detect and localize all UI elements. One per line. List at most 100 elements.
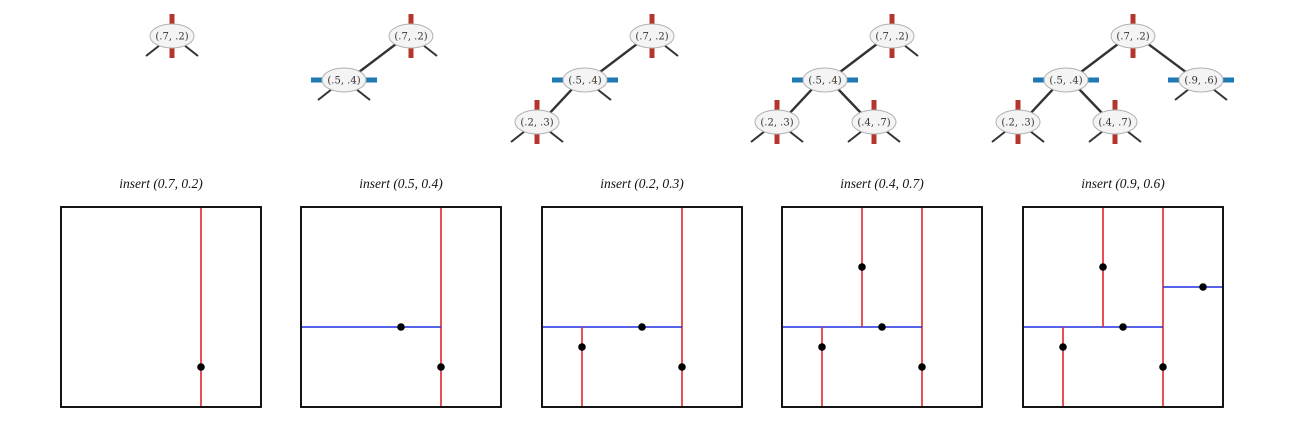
tree-node <box>321 67 367 93</box>
null-child-stub <box>145 44 161 57</box>
tree-edge <box>1027 85 1057 117</box>
tree-node <box>851 109 897 135</box>
tree-node-label: (.7, .2) <box>155 32 188 43</box>
insert-caption: insert (0.4, 0.7) <box>840 176 924 191</box>
square-border <box>300 206 502 408</box>
data-point <box>1159 363 1167 371</box>
tree-edge <box>1144 40 1190 76</box>
square-border-overlay <box>60 206 262 408</box>
kd-tree: (.7, .2) <box>145 14 199 58</box>
null-child-stub <box>663 44 679 57</box>
null-child-stub <box>183 44 199 57</box>
null-child-stub <box>788 130 804 143</box>
unit-square <box>1022 206 1224 408</box>
tree-node-label: (.2, .3) <box>520 118 553 129</box>
tree-node <box>562 67 608 93</box>
null-child-stub <box>1126 130 1142 143</box>
tree-edge <box>1075 85 1106 117</box>
tree-node-label: (.7, .2) <box>635 32 668 43</box>
null-child-stub <box>355 88 371 101</box>
data-point <box>918 363 926 371</box>
null-child-stub <box>596 88 612 101</box>
tree-node-label: (.5, .4) <box>1049 76 1082 87</box>
square-border-overlay <box>1022 206 1224 408</box>
insert-caption: insert (0.2, 0.3) <box>600 176 684 191</box>
data-point <box>678 363 686 371</box>
null-child-stub <box>510 130 526 143</box>
tree-node-label: (.5, .4) <box>808 76 841 87</box>
kd-tree: (.7, .2) (.5, .4) <box>311 14 438 101</box>
data-point <box>437 363 445 371</box>
tree-node-label: (.5, .4) <box>327 76 360 87</box>
null-child-stub <box>750 130 766 143</box>
data-point <box>578 343 586 351</box>
null-child-stub <box>903 44 919 57</box>
insert-caption: insert (0.5, 0.4) <box>359 176 443 191</box>
kd-tree: (.7, .2) (.5, .4) (.2, .3) <box>510 14 679 144</box>
square-border-overlay <box>300 206 502 408</box>
null-child-stub <box>1212 88 1228 101</box>
tree-node <box>149 23 195 49</box>
panel-3: (.7, .2) (.5, .4) (.2, .3) insert (0.2, 0.3… <box>510 14 743 408</box>
tree-node-label: (.2, .3) <box>1001 118 1034 129</box>
tree-edge <box>1076 40 1123 76</box>
data-point <box>818 343 826 351</box>
null-child-stub <box>1088 130 1104 143</box>
null-child-stub <box>548 130 564 143</box>
null-child-stub <box>847 130 863 143</box>
data-point <box>197 363 205 371</box>
null-child-stub <box>885 130 901 143</box>
tree-edge <box>834 85 865 117</box>
data-point <box>397 323 405 331</box>
tree-node <box>514 109 560 135</box>
tree-node <box>869 23 915 49</box>
data-point <box>1099 263 1107 271</box>
panel-4: (.7, .2) (.5, .4) (.2, .3) (.4, .7) insert (… <box>750 14 983 408</box>
square-border-overlay <box>781 206 983 408</box>
tree-node-label: (.4, .7) <box>857 118 890 129</box>
insert-caption: insert (0.7, 0.2) <box>119 176 203 191</box>
unit-square <box>60 206 262 408</box>
tree-node <box>629 23 675 49</box>
tree-node-label: (.7, .2) <box>875 32 908 43</box>
tree-node-label: (.5, .4) <box>568 76 601 87</box>
panel-5: (.7, .2) (.5, .4) (.2, .3) (.4, .7) (.9, .6)… <box>991 14 1234 408</box>
tree-node <box>1092 109 1138 135</box>
data-point <box>1199 283 1207 291</box>
kd-tree: (.7, .2) (.5, .4) (.2, .3) (.4, .7) (.9, .6) <box>991 14 1234 144</box>
null-child-stub <box>1174 88 1190 101</box>
tree-node <box>802 67 848 93</box>
kd-tree: (.7, .2) (.5, .4) (.2, .3) (.4, .7) <box>750 14 919 144</box>
null-child-stub <box>991 130 1007 143</box>
square-border <box>1022 206 1224 408</box>
square-border-overlay <box>541 206 743 408</box>
unit-square <box>781 206 983 408</box>
panel-2: (.7, .2) (.5, .4) insert (0.5, 0.4) <box>300 14 502 408</box>
unit-square <box>300 206 502 408</box>
square-border <box>541 206 743 408</box>
data-point <box>1059 343 1067 351</box>
tree-edge <box>546 85 576 117</box>
data-point <box>878 323 886 331</box>
tree-node-label: (.2, .3) <box>760 118 793 129</box>
data-point <box>638 323 646 331</box>
tree-edge <box>354 40 401 76</box>
unit-square <box>541 206 743 408</box>
tree-node-label: (.9, .6) <box>1184 76 1217 87</box>
square-border <box>60 206 262 408</box>
tree-edge <box>786 85 816 117</box>
tree-node-label: (.7, .2) <box>394 32 427 43</box>
null-child-stub <box>317 88 333 101</box>
tree-edge <box>595 40 642 76</box>
tree-node-label: (.4, .7) <box>1098 118 1131 129</box>
tree-edge <box>835 40 882 76</box>
tree-node <box>754 109 800 135</box>
tree-node <box>1110 23 1156 49</box>
tree-node <box>995 109 1041 135</box>
data-point <box>1119 323 1127 331</box>
panel-1: (.7, .2) insert (0.7, 0.2) <box>60 14 262 408</box>
tree-node <box>1178 67 1224 93</box>
tree-node <box>388 23 434 49</box>
data-point <box>858 263 866 271</box>
